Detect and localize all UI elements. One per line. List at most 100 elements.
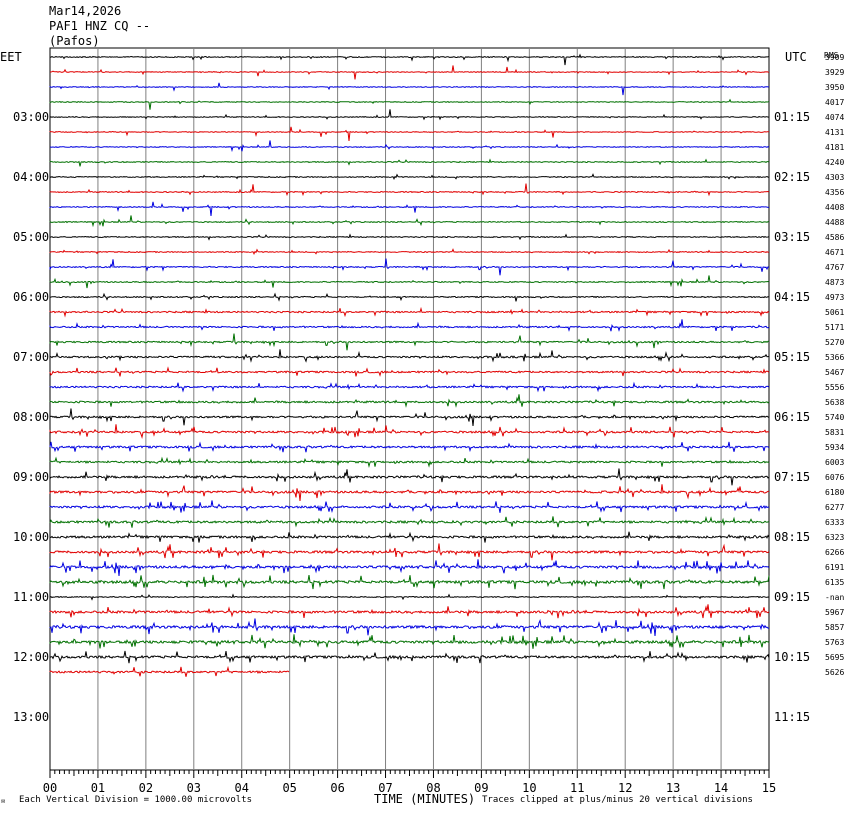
seismic-trace-33 <box>49 531 770 543</box>
rms-value: 6266 <box>825 548 844 557</box>
seismic-trace-14 <box>49 248 770 255</box>
rms-value: 5626 <box>825 668 844 677</box>
right-hour-label: 06:15 <box>774 410 810 424</box>
rms-value: 4873 <box>825 278 844 287</box>
left-hour-label: 10:00 <box>13 530 49 544</box>
rms-value: 6333 <box>825 518 844 527</box>
seismic-trace-39 <box>49 618 769 636</box>
x-tick-label: 08 <box>426 781 440 795</box>
left-hour-label: 11:00 <box>13 590 49 604</box>
x-tick-label: 05 <box>282 781 296 795</box>
x-tick-label: 11 <box>570 781 584 795</box>
seismic-trace-30 <box>49 484 770 501</box>
seismic-trace-2 <box>50 65 770 80</box>
left-hour-label: 04:00 <box>13 170 49 184</box>
seismic-trace-17 <box>49 292 770 302</box>
right-hour-label: 07:15 <box>774 470 810 484</box>
x-tick-label: 07 <box>378 781 392 795</box>
left-hour-label: 12:00 <box>13 650 49 664</box>
rms-value: 5934 <box>825 443 844 452</box>
x-tick-label: 12 <box>618 781 632 795</box>
seismic-trace-37 <box>49 593 770 601</box>
rms-value: 6135 <box>825 578 844 587</box>
right-hour-label: 05:15 <box>774 350 810 364</box>
rms-value: 5831 <box>825 428 844 437</box>
rms-value: 4131 <box>825 128 844 137</box>
seismic-trace-41 <box>49 650 770 664</box>
seismic-trace-20 <box>49 333 770 351</box>
seismic-trace-6 <box>49 126 769 141</box>
seismic-trace-38 <box>49 604 770 619</box>
right-hour-label: 09:15 <box>774 590 810 604</box>
seismic-trace-24 <box>49 394 770 408</box>
seismic-trace-36 <box>49 574 770 590</box>
rms-value: 4767 <box>825 263 844 272</box>
rms-value: 4586 <box>825 233 844 242</box>
right-timezone-label: UTC <box>785 50 807 64</box>
header-station: PAF1 HNZ CQ -- <box>49 19 151 33</box>
seismic-trace-11 <box>49 201 770 216</box>
seismic-trace-28 <box>49 456 770 469</box>
header-date: Mar14,2026 <box>49 4 122 18</box>
seismic-trace-8 <box>49 158 770 167</box>
left-hour-label: 13:00 <box>13 710 49 724</box>
x-tick-label: 14 <box>714 781 728 795</box>
right-hour-label: 04:15 <box>774 290 810 304</box>
rms-value: 4356 <box>825 188 844 197</box>
left-hour-label: 06:00 <box>13 290 49 304</box>
right-hour-label: 03:15 <box>774 230 810 244</box>
rms-value: 3950 <box>825 83 844 92</box>
seismic-trace-13 <box>49 233 770 241</box>
left-hour-label: 09:00 <box>13 470 49 484</box>
rms-value: -nan <box>825 593 844 602</box>
seismic-trace-40 <box>49 634 770 649</box>
x-tick-label: 09 <box>474 781 488 795</box>
x-tick-label: 10 <box>522 781 536 795</box>
rms-value: 4303 <box>825 173 844 182</box>
left-hour-label: 03:00 <box>13 110 49 124</box>
seismic-trace-23 <box>49 381 770 393</box>
x-tick-label: 06 <box>330 781 344 795</box>
rms-value: 3909 <box>825 53 844 62</box>
rms-value: 5467 <box>825 368 844 377</box>
seismic-trace-9 <box>49 173 770 180</box>
seismic-trace-5 <box>49 109 770 121</box>
right-hour-label: 01:15 <box>774 110 810 124</box>
rms-value: 5695 <box>825 653 844 662</box>
rms-value: 6277 <box>825 503 844 512</box>
rms-value: 5967 <box>825 608 844 617</box>
x-tick-label: 00 <box>43 781 57 795</box>
seismic-trace-18 <box>49 306 770 318</box>
plot-frame <box>49 47 770 771</box>
seismic-trace-10 <box>49 183 770 197</box>
left-hour-label: 08:00 <box>13 410 49 424</box>
x-tick-label: 15 <box>762 781 776 795</box>
seismic-trace-21 <box>49 349 770 363</box>
rms-value: 6003 <box>825 458 844 467</box>
right-hour-label: 10:15 <box>774 650 810 664</box>
seismic-trace-31 <box>49 500 770 513</box>
seismic-trace-7 <box>49 140 770 153</box>
seismic-trace-3 <box>49 82 770 96</box>
x-tick-label: 13 <box>666 781 680 795</box>
x-axis-title: TIME (MINUTES) <box>374 792 476 806</box>
seismic-trace-27 <box>49 441 770 453</box>
rms-value: 6076 <box>825 473 844 482</box>
rms-value: 4671 <box>825 248 844 257</box>
x-tick-label: 03 <box>187 781 201 795</box>
rms-value: 5556 <box>825 383 844 392</box>
seismic-trace-26 <box>49 424 770 439</box>
rms-value: 4973 <box>825 293 844 302</box>
seismic-trace-42 <box>49 665 290 677</box>
right-hour-label: 02:15 <box>774 170 810 184</box>
rms-value: 4074 <box>825 113 844 122</box>
x-tick-label: 04 <box>235 781 249 795</box>
rms-value: 4408 <box>825 203 844 212</box>
seismic-trace-35 <box>49 559 770 576</box>
rms-value: 4488 <box>825 218 844 227</box>
rms-value: 5171 <box>825 323 844 332</box>
right-hour-label: 11:15 <box>774 710 810 724</box>
header-location: (Pafos) <box>49 34 100 48</box>
footer-clip-note: Traces clipped at plus/minus 20 vertical… <box>482 795 753 805</box>
